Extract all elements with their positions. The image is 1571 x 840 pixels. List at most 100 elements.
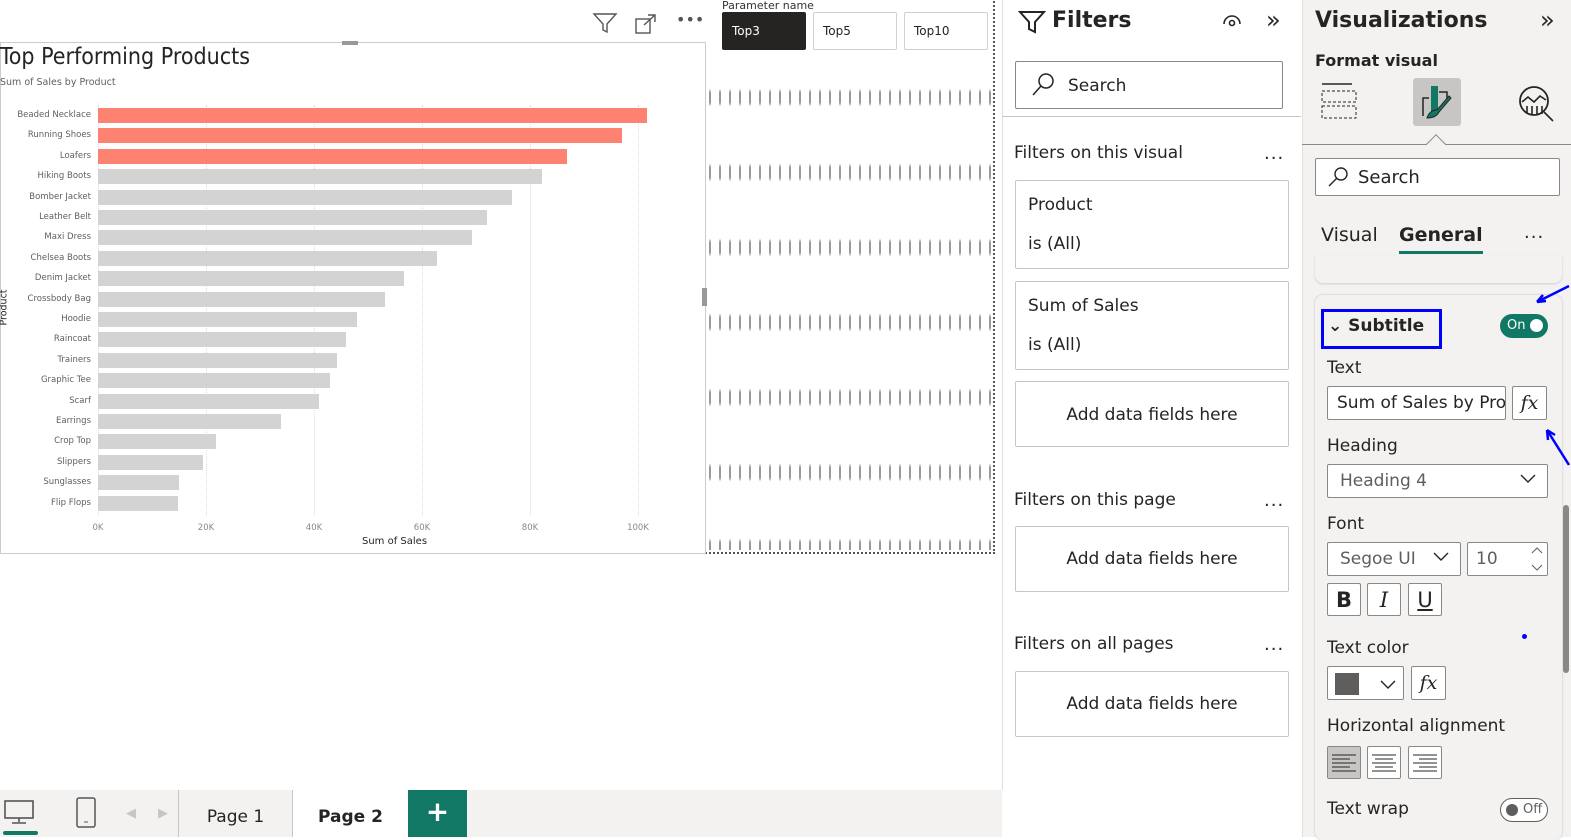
filter-card-sum-of-sales[interactable]: Sum of Sales is (All) [1015,281,1289,370]
text-label: Text [1327,358,1362,378]
add-data-fields-all-pages[interactable]: Add data fields here [1015,671,1289,737]
bar[interactable] [98,210,487,225]
toggle-knob [1506,804,1518,816]
focus-mode-icon[interactable] [634,13,658,39]
align-center-button[interactable] [1367,746,1401,779]
align-right-button[interactable] [1408,746,1442,779]
scrollbar[interactable] [1563,505,1569,673]
collapse-filters-icon[interactable]: » [1266,6,1281,34]
bar[interactable] [98,312,358,327]
bold-button[interactable]: B [1327,583,1361,616]
text-wrap-toggle[interactable]: Off [1500,798,1548,822]
scroll-left-icon[interactable]: ◀ [126,806,136,821]
bar[interactable] [98,495,178,511]
bar[interactable] [98,393,319,409]
filters-on-all-pages-label: Filters on all pages [1014,634,1174,654]
resize-handle[interactable] [342,41,358,45]
mobile-layout-icon[interactable] [76,797,96,833]
viz-search-input[interactable]: Search [1315,158,1560,196]
tab-visual[interactable]: Visual [1321,224,1378,246]
heading-label: Heading [1327,436,1398,456]
previous-card [1315,255,1562,283]
bar[interactable] [98,230,473,246]
subtitle-text-input[interactable]: Sum of Sales by Product [1327,386,1506,420]
bar[interactable] [98,454,203,470]
gridline [422,105,423,515]
align-right-icon [1413,754,1437,771]
search-icon [1030,72,1056,103]
active-layout-indicator [3,831,38,835]
filters-on-page-label: Filters on this page [1014,490,1176,510]
eye-icon[interactable] [1222,12,1242,32]
heading-dropdown[interactable]: Heading 4 [1327,464,1548,498]
y-tick-label: Trainers [57,354,91,365]
more-options-icon[interactable]: ... [1264,490,1285,511]
format-visual-icon[interactable] [1413,78,1461,126]
annotation-arrows [1536,284,1571,466]
underline-button[interactable]: U [1408,583,1442,616]
y-tick-label: Raincoat [53,334,91,345]
more-options-icon[interactable]: ... [1264,634,1285,655]
tab-general[interactable]: General [1399,224,1483,254]
search-icon [1326,166,1350,195]
text-color-picker[interactable] [1327,666,1404,700]
bar[interactable] [98,352,338,368]
add-data-fields-visual[interactable]: Add data fields here [1015,381,1289,447]
filters-search-input[interactable]: Search [1015,61,1283,109]
tab-page-1[interactable]: Page 1 [206,807,265,827]
analytics-icon[interactable] [1517,84,1557,128]
slicer-option-top10[interactable]: Top10 [904,12,988,50]
bar[interactable] [98,108,648,123]
gridline [638,105,639,515]
resize-handle[interactable] [702,288,707,306]
filter-card-product[interactable]: Product is (All) [1015,180,1289,269]
subtitle-section-header[interactable]: ⌄ Subtitle [1328,316,1424,336]
tab-page-2[interactable]: Page 2 [293,790,408,837]
bar[interactable] [98,414,282,429]
x-axis-label: Sum of Sales [362,536,428,547]
font-family-dropdown[interactable]: Segoe UI [1327,542,1461,576]
bar[interactable] [98,250,438,266]
add-page-button[interactable]: + [408,790,467,837]
collapse-viz-icon[interactable]: » [1540,6,1555,34]
bar[interactable] [98,332,346,348]
y-tick-label: Slippers [56,456,91,467]
filter-field: Product [1028,195,1093,215]
more-options-icon[interactable]: ••• [676,10,705,29]
bar[interactable] [98,434,217,450]
search-placeholder: Search [1068,76,1127,96]
toggle-knob [1530,319,1543,332]
slicer-option-top5[interactable]: Top5 [813,12,897,50]
y-tick-label: Bomber Jacket [29,191,91,202]
subtitle-toggle[interactable]: On [1500,314,1548,338]
align-center-icon [1372,754,1396,771]
bar[interactable] [98,291,385,307]
slicer-option-top3[interactable]: Top3 [722,12,806,50]
build-visual-icon[interactable] [1320,82,1358,126]
chevron-down-icon: ⌄ [1328,316,1343,336]
italic-button[interactable]: I [1367,583,1401,616]
more-options-icon[interactable]: ... [1524,222,1545,243]
bar[interactable] [98,271,405,287]
gridline [530,105,531,515]
visual-title: Top Performing Products [0,44,251,70]
section-title: Subtitle [1348,316,1425,336]
more-options-icon[interactable]: ... [1264,143,1285,164]
bar[interactable] [98,475,179,491]
fx-button[interactable]: fx [1512,386,1547,420]
bar[interactable] [98,128,622,144]
add-data-fields-page[interactable]: Add data fields here [1015,526,1289,592]
bar[interactable] [98,373,331,389]
bar[interactable] [98,148,568,164]
y-tick-label: Graphic Tee [40,375,91,386]
scroll-right-icon[interactable]: ▶ [158,806,168,821]
filter-icon[interactable] [592,12,618,38]
toggle-label: Off [1523,802,1543,817]
align-left-button[interactable] [1327,746,1361,779]
bar[interactable] [98,189,513,205]
bar[interactable] [98,169,542,185]
desktop-layout-icon[interactable] [4,800,36,830]
stepper-arrows-icon[interactable] [1530,545,1544,578]
font-size-stepper[interactable]: 10 [1467,542,1548,576]
fx-button[interactable]: fx [1411,666,1446,700]
